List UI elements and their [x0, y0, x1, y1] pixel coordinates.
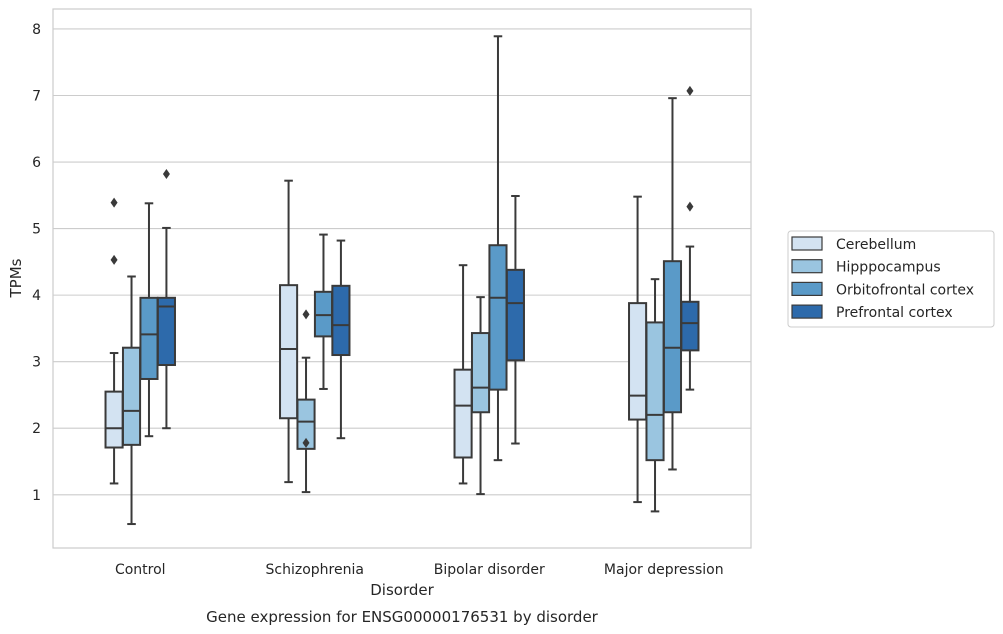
legend-swatch-2: [791, 281, 823, 296]
x-axis-label: Disorder: [370, 581, 434, 599]
box-1-0: [279, 179, 299, 484]
y-tick-label-7: 7: [32, 89, 41, 105]
box-iqr: [505, 268, 525, 362]
box-iqr: [680, 300, 700, 352]
outlier-point-0: [162, 169, 170, 180]
box-1-2: [313, 233, 334, 390]
box-0-2: [139, 202, 159, 438]
box-2-3: [505, 194, 525, 445]
legend-swatch-1: [791, 259, 823, 274]
outlier-point-0: [302, 437, 310, 448]
box-0-0: [104, 197, 124, 485]
box-iqr: [104, 390, 124, 449]
outlier-point-0: [686, 201, 694, 212]
y-tick-label-5: 5: [32, 222, 41, 238]
y-tick-label-8: 8: [32, 22, 41, 38]
box-2-1: [470, 296, 491, 496]
box-iqr: [470, 332, 491, 414]
y-tick-label-6: 6: [32, 155, 41, 171]
box-iqr: [121, 346, 142, 446]
y-tick-label-2: 2: [32, 421, 41, 437]
legend: Cerebellum Hipppocampus Orbitofrontal cort…: [787, 230, 995, 328]
box-3-2: [662, 97, 683, 471]
x-tick-label-3: Major depression: [604, 562, 724, 578]
legend-label-1: Hipppocampus: [836, 260, 941, 276]
box-1-3: [331, 239, 351, 440]
box-3-1: [645, 278, 665, 513]
y-tick-label-1: 1: [32, 488, 41, 504]
box-3-0: [628, 195, 648, 504]
y-tick-label-3: 3: [32, 355, 41, 371]
legend-swatch-3: [791, 304, 823, 319]
plot-frame: [52, 8, 752, 549]
y-axis-label: TPMs: [7, 258, 25, 298]
box-iqr: [296, 398, 316, 450]
chart-title: Gene expression for ENSG00000176531 by d…: [206, 608, 599, 626]
legend-label-2: Orbitofrontal cortex: [836, 282, 974, 298]
box-iqr: [662, 260, 683, 414]
y-tick-labels: 1 2 3 4 5 6 7 8: [32, 22, 41, 504]
x-tick-labels: Control Schizophrenia Bipolar disorder Majo…: [115, 562, 724, 578]
outlier-point-1: [686, 85, 694, 96]
box-iqr: [139, 296, 159, 380]
outlier-point-1: [302, 309, 310, 320]
legend-label-0: Cerebellum: [836, 237, 916, 253]
box-2-0: [453, 264, 473, 485]
legend-label-3: Prefrontal cortex: [836, 305, 953, 321]
legend-swatch-0: [791, 236, 823, 251]
box-iqr: [279, 284, 299, 420]
box-iqr: [156, 296, 176, 367]
legend-frame: [787, 230, 995, 328]
y-tick-label-4: 4: [32, 288, 41, 304]
box-iqr: [645, 321, 665, 462]
box-iqr: [488, 244, 508, 391]
x-tick-label-1: Schizophrenia: [266, 562, 364, 578]
outlier-point-1: [110, 197, 118, 208]
box-3-3: [680, 85, 700, 391]
box-0-3: [156, 169, 176, 430]
box-iqr: [331, 284, 351, 357]
box-2-2: [488, 35, 508, 462]
outlier-point-0: [110, 254, 118, 265]
plot-boxes: [104, 35, 700, 526]
x-tick-label-0: Control: [115, 562, 166, 578]
box-0-1: [121, 275, 142, 526]
x-tick-label-2: Bipolar disorder: [434, 562, 545, 578]
box-iqr: [453, 368, 473, 459]
box-1-1: [296, 309, 316, 494]
box-iqr: [628, 302, 648, 421]
